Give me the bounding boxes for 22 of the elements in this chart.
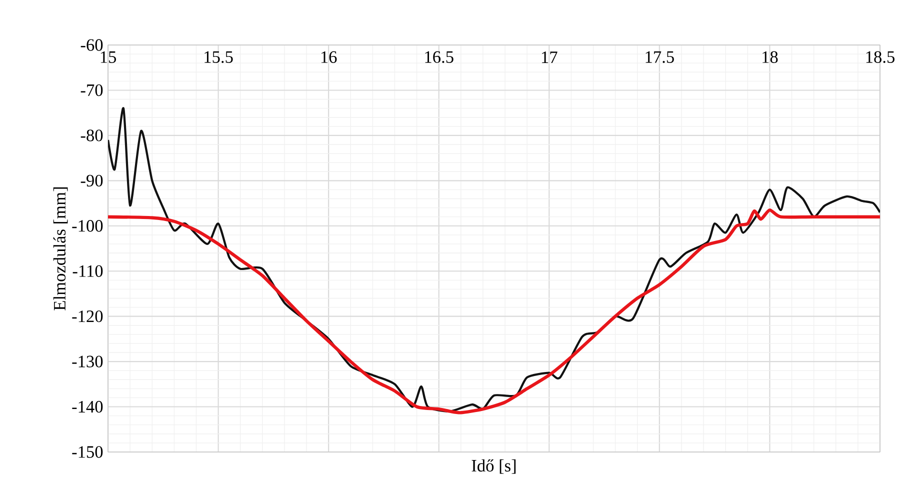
x-tick-label: 17.5 <box>646 51 674 63</box>
x-axis-title: Idő [s] <box>472 459 516 474</box>
x-tick-label: 15 <box>100 51 116 63</box>
line-series <box>108 208 880 414</box>
x-tick-label: 16.5 <box>425 51 454 63</box>
y-tick-label: -60 <box>80 39 103 51</box>
y-tick-label: -140 <box>72 400 103 413</box>
x-tick-label: 17 <box>542 52 558 63</box>
y-tick-label: -150 <box>72 446 103 458</box>
x-tick-label: 18 <box>762 51 778 63</box>
y-tick-label: -80 <box>80 130 103 142</box>
y-axis-title: Elmozdulás [mm] <box>53 187 68 310</box>
x-tick-label: 18.5 <box>866 51 894 63</box>
y-tick-label: -70 <box>80 84 103 96</box>
line-series <box>108 107 880 412</box>
y-tick-label: -90 <box>80 174 103 187</box>
y-tick-label: -120 <box>72 310 103 322</box>
x-tick-label: 16 <box>321 51 337 63</box>
y-tick-label: -110 <box>72 265 103 277</box>
y-tick-label: -130 <box>72 356 103 368</box>
y-tick-label: -100 <box>72 220 103 232</box>
x-tick-label: 15.5 <box>204 51 233 63</box>
